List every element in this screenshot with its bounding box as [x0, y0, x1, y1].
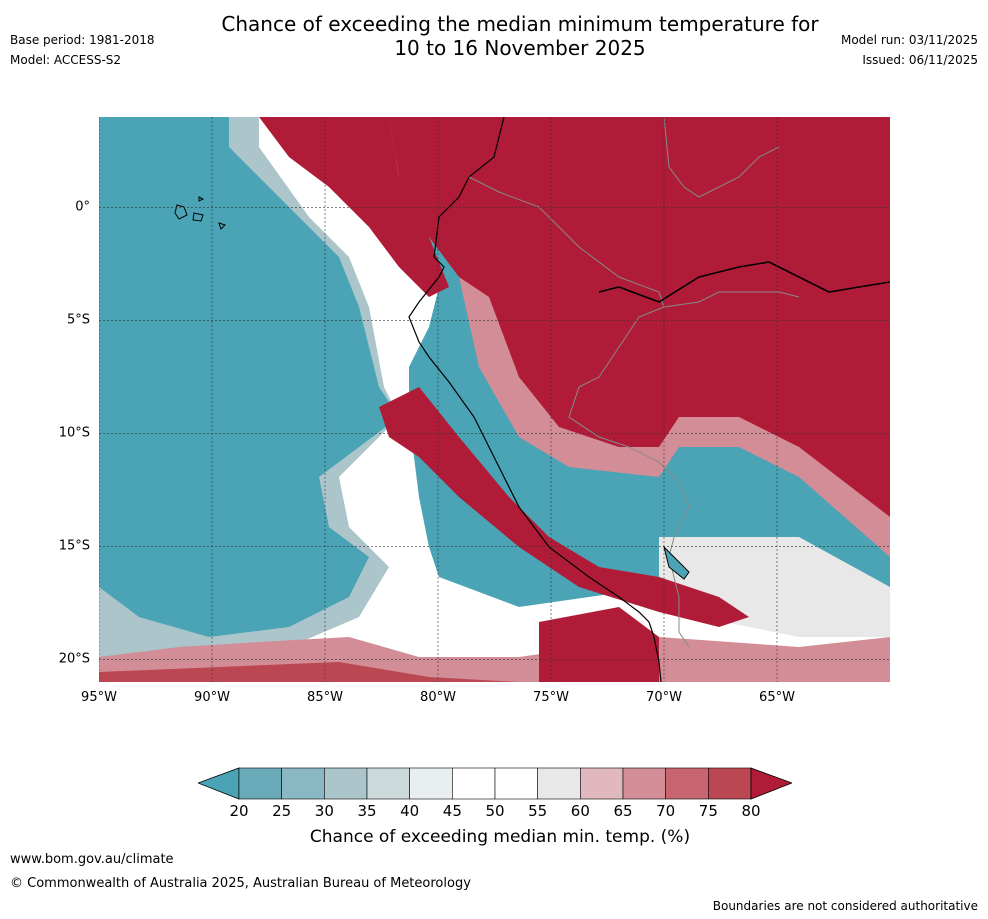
colorbar-segment [537, 767, 581, 800]
galapagos-island-san-cristobal [218, 222, 226, 230]
longitude-label: 80°W [420, 690, 456, 705]
colorbar-tick-label: 40 [400, 802, 420, 820]
longitude-label: 75°W [533, 690, 569, 705]
latitude-label: 20°S [58, 651, 90, 667]
longitude-label: 70°W [646, 690, 682, 705]
coastline [408, 117, 662, 682]
meta-left: Base period: 1981-2018 Model: ACCESS-S2 [10, 30, 155, 70]
amazon-river [598, 261, 890, 303]
land-high-region [389, 117, 890, 527]
colorbar-segment [366, 767, 410, 800]
model-run: Model run: 03/11/2025 [840, 33, 978, 47]
colorbar-segment [409, 767, 453, 800]
galapagos-island-fernandina [198, 196, 205, 202]
colorbar-tick-label: 55 [528, 802, 548, 820]
forecast-map [99, 117, 890, 682]
colorbar-tick-label: 30 [314, 802, 334, 820]
colorbar-segment [281, 767, 325, 800]
colorbar-tick-label: 65 [613, 802, 633, 820]
copyright-notice: © Commonwealth of Australia 2025, Austra… [10, 876, 471, 891]
longitude-label: 65°W [759, 690, 795, 705]
border-lines-2 [663, 117, 800, 308]
galapagos-island-santa-cruz [192, 212, 204, 222]
colorbar-segment [622, 767, 666, 800]
colorbar-tick-label: 50 [485, 802, 505, 820]
colorbar-segment [238, 767, 282, 800]
latitude-label: 15°S [58, 538, 90, 554]
inland-red-core [379, 387, 749, 627]
latitude-label: 0° [75, 199, 90, 215]
colorbar-tick-label: 70 [656, 802, 676, 820]
title-line-1: Chance of exceeding the median minimum t… [221, 12, 819, 36]
colorbar-tick-label: 75 [698, 802, 718, 820]
title-line-2: 10 to 16 November 2025 [394, 36, 646, 60]
longitude-label: 95°W [81, 690, 117, 705]
colorbar-tick-label: 80 [741, 802, 761, 820]
colorbar-label: Chance of exceeding median min. temp. (%… [309, 827, 691, 847]
colorbar-max-arrow [750, 767, 792, 800]
south-band-red [99, 662, 519, 682]
colorbar-segment [708, 767, 752, 800]
galapagos-island-isabela [174, 204, 188, 220]
map-canvas [99, 117, 890, 682]
boundary-note: Boundaries are not considered authoritat… [712, 899, 978, 913]
colorbar-segment [494, 767, 538, 800]
inland-pink-fringe [459, 277, 890, 557]
colorbar-segment [452, 767, 496, 800]
issued-date: Issued: 06/11/2025 [862, 53, 978, 67]
model-name: Model: ACCESS-S2 [10, 53, 122, 67]
south-red-patch [539, 607, 659, 682]
website-link[interactable]: www.bom.gov.au/climate [10, 852, 174, 867]
colorbar-segment [665, 767, 709, 800]
border-lines [468, 176, 690, 648]
colorbar-segment [324, 767, 368, 800]
colorbar-min-arrow [198, 767, 240, 800]
lake-titicaca [663, 545, 690, 580]
colorbar [198, 767, 792, 800]
latitude-label: 10°S [58, 425, 90, 441]
longitude-label: 90°W [194, 690, 230, 705]
colorbar-tick-label: 45 [442, 802, 462, 820]
base-period: Base period: 1981-2018 [10, 33, 155, 47]
colorbar-tick-label: 20 [229, 802, 249, 820]
colorbar-tick-label: 60 [570, 802, 590, 820]
meta-right: Model run: 03/11/2025 Issued: 06/11/2025 [841, 30, 978, 70]
colorbar-tick-label: 35 [357, 802, 377, 820]
galapagos-islands [174, 196, 226, 230]
longitude-label: 85°W [307, 690, 343, 705]
colorbar-segment [580, 767, 624, 800]
latitude-label: 5°S [66, 312, 90, 328]
colorbar-tick-label: 25 [272, 802, 292, 820]
chart-title: Chance of exceeding the median minimum t… [200, 12, 840, 60]
northwest-red-blob [259, 117, 449, 297]
